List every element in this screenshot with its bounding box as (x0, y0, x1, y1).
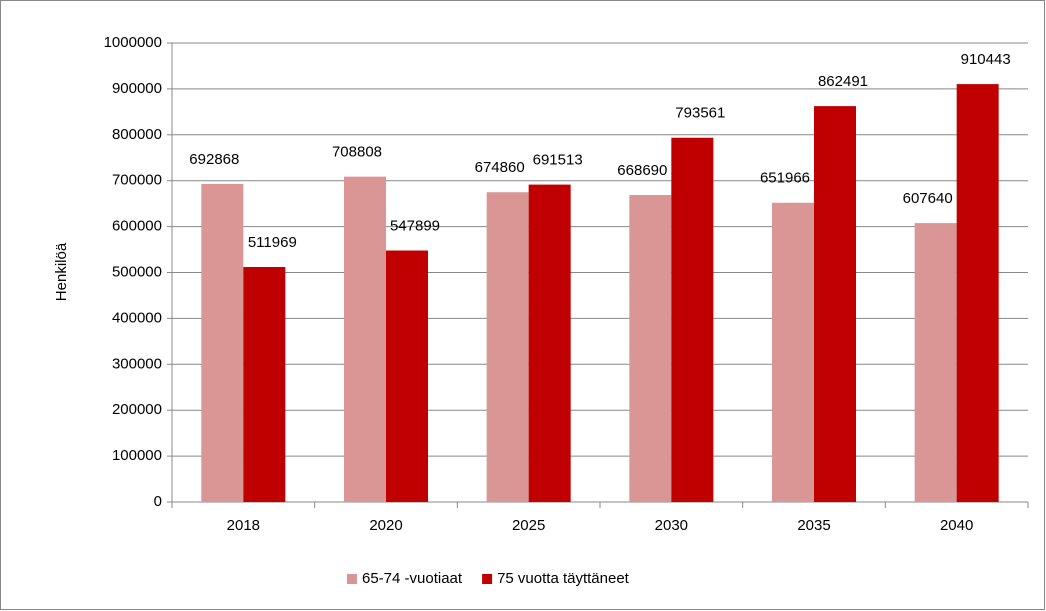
bar (486, 192, 529, 502)
bar (344, 176, 386, 502)
y-tick-label: 100000 (112, 447, 162, 464)
y-tick-label: 400000 (112, 309, 162, 326)
y-tick-label: 300000 (112, 355, 162, 372)
bar (629, 195, 672, 502)
legend-swatch (482, 574, 493, 584)
x-tick-label: 2018 (227, 517, 260, 534)
data-label: 692868 (189, 151, 239, 168)
y-tick-label: 1000000 (104, 34, 162, 51)
bar (201, 183, 244, 503)
y-tick-label: 200000 (112, 401, 162, 418)
data-label: 651966 (760, 170, 810, 187)
x-tick-label: 2030 (655, 517, 688, 534)
y-axis-label: Henkilöä (53, 242, 70, 301)
x-tick-label: 2035 (797, 517, 830, 534)
bar (528, 184, 571, 503)
bar (814, 106, 856, 502)
legend-swatch (347, 574, 357, 584)
data-label: 910443 (961, 51, 1011, 68)
legend-label: 65-74 -vuotiaat (362, 570, 463, 587)
data-label: 708808 (332, 144, 382, 161)
legend-label: 75 vuotta täyttäneet (497, 570, 630, 587)
bar (386, 250, 428, 502)
bar (914, 223, 957, 502)
data-label: 668690 (617, 162, 667, 179)
bar (956, 84, 999, 503)
y-tick-label: 900000 (112, 80, 162, 97)
y-tick-label: 500000 (112, 263, 162, 280)
data-label: 862491 (818, 73, 868, 90)
data-label: 674860 (475, 159, 525, 176)
data-label: 547899 (390, 217, 440, 234)
y-tick-label: 600000 (112, 218, 162, 235)
x-tick-label: 2040 (940, 517, 973, 534)
x-tick-label: 2020 (369, 517, 402, 534)
data-label: 793561 (675, 105, 725, 122)
bar (243, 267, 286, 502)
y-tick-label: 700000 (112, 172, 162, 189)
data-label: 691513 (533, 152, 583, 169)
data-label: 511969 (248, 234, 297, 251)
bar (772, 202, 814, 502)
bar (671, 137, 714, 503)
data-label: 607640 (903, 190, 953, 207)
y-tick-label: 0 (154, 493, 162, 510)
x-tick-label: 2025 (512, 517, 545, 534)
y-tick-label: 800000 (112, 126, 162, 143)
